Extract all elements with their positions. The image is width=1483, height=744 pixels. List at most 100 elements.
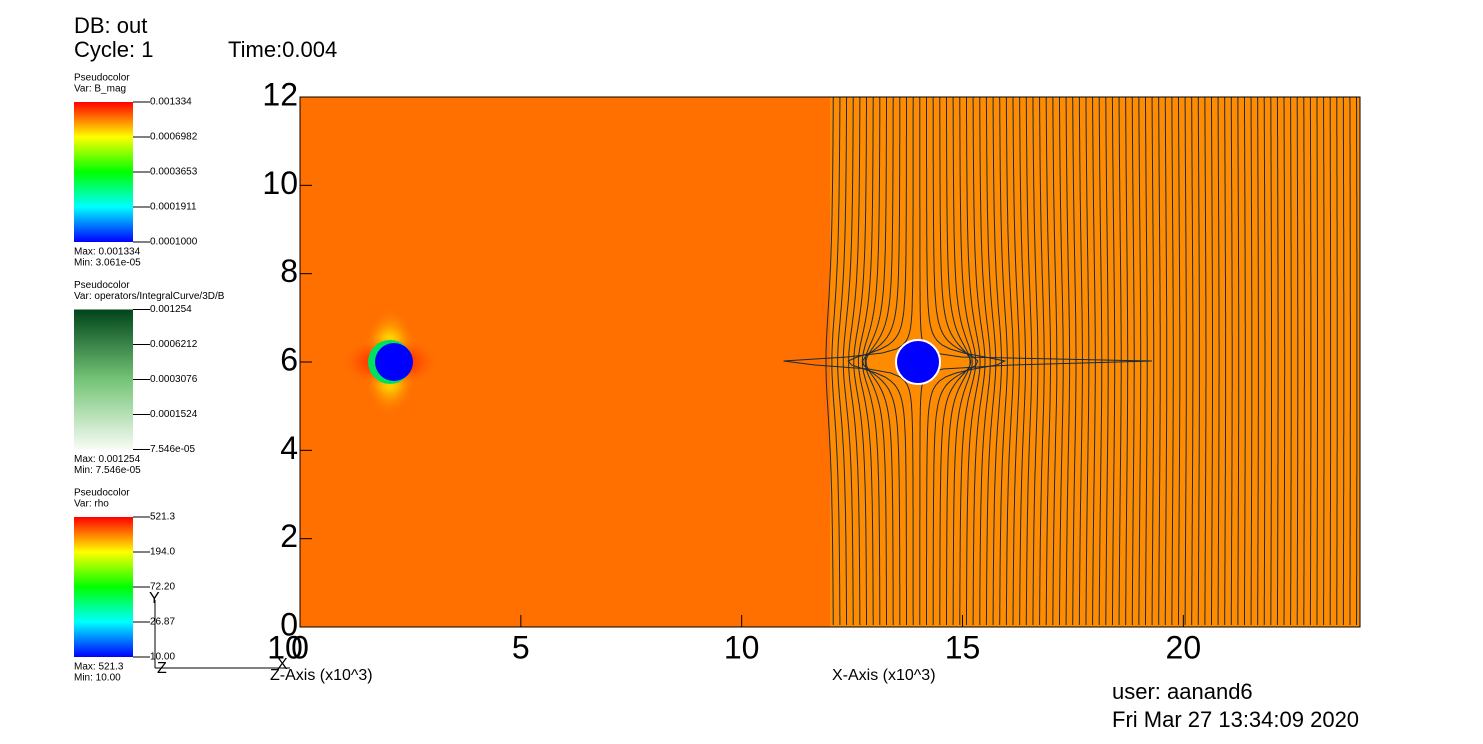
streamline	[1184, 97, 1187, 625]
colorbar-label: 0.0001000	[150, 237, 198, 248]
colorbar-label: 0.0001524	[150, 409, 198, 420]
y-tick-label: 12	[262, 76, 298, 112]
streamline	[972, 97, 986, 625]
streamline	[1263, 97, 1266, 626]
streamline	[842, 97, 854, 625]
z-tick-label: 10	[267, 629, 303, 665]
streamline	[1224, 97, 1227, 625]
streamline	[1039, 97, 1045, 625]
streamline	[1025, 97, 1033, 625]
streamline	[853, 97, 867, 625]
streamline	[1085, 97, 1090, 625]
legend-var: Var: B_mag	[74, 84, 126, 95]
streamline	[862, 97, 901, 625]
streamline	[992, 97, 1002, 625]
colorbar-label: 26.87	[150, 617, 175, 628]
streamline	[1323, 97, 1325, 625]
streamline	[1158, 97, 1161, 625]
legend-max: Max: 521.3	[74, 662, 124, 673]
colorbar-label: 521.3	[150, 512, 175, 523]
x-tick-label: 15	[945, 629, 981, 665]
streamline	[1118, 97, 1122, 626]
streamline	[865, 97, 894, 625]
streamline	[926, 97, 1007, 625]
colorbar-label: 0.001334	[150, 97, 192, 108]
streamline	[1005, 97, 1014, 625]
streamline	[1270, 97, 1272, 625]
streamline	[1059, 97, 1064, 625]
streamline	[1303, 97, 1305, 625]
streamline	[965, 97, 981, 625]
streamline	[985, 97, 997, 625]
x-tick-label: 0	[291, 629, 309, 665]
y-tick-label: 6	[280, 341, 298, 377]
streamline	[1191, 97, 1194, 625]
streamline	[1072, 97, 1077, 625]
streamline	[1250, 97, 1253, 625]
colorbar-label: 7.546e-05	[150, 444, 195, 455]
x-tick-label: 20	[1166, 629, 1202, 665]
colorbar-label: 10.00	[150, 652, 175, 663]
x-axis-label: X-Axis (x10^3)	[832, 667, 936, 684]
streamline	[1111, 97, 1116, 626]
legend-title: Pseudocolor	[74, 73, 130, 84]
triad-y: Y	[149, 590, 160, 607]
streamline	[952, 97, 973, 625]
streamline	[1045, 97, 1051, 625]
streamline	[1243, 97, 1246, 625]
streamline	[1237, 97, 1240, 625]
legend-var: Var: operators/IntegralCurve/3D/B	[74, 291, 225, 302]
triad-z: Z	[157, 660, 167, 677]
streamline	[831, 97, 841, 625]
streamline	[1257, 97, 1259, 626]
x-tick-label: 5	[512, 629, 530, 665]
streamline	[1296, 97, 1299, 625]
streamline	[1316, 97, 1318, 625]
streamline	[1171, 97, 1174, 625]
streamline	[919, 97, 1153, 625]
date-label: Fri Mar 27 13:34:09 2020	[1112, 707, 1359, 732]
streamline	[1151, 97, 1155, 625]
z-axis-label: Z-Axis (x10^3)	[270, 667, 373, 684]
x-tick-label: 10	[724, 629, 760, 665]
streamline	[939, 97, 972, 625]
streamline	[1276, 97, 1279, 625]
streamline	[1342, 97, 1345, 625]
streamline	[857, 97, 874, 625]
streamline	[1145, 97, 1148, 625]
streamline	[932, 97, 979, 626]
triad-x: X	[277, 656, 288, 673]
colorbar-label: 194.0	[150, 547, 175, 558]
streamline	[979, 97, 991, 625]
colorbar-label: 0.0006212	[150, 339, 198, 350]
streamline	[1125, 97, 1129, 626]
legend-title: Pseudocolor	[74, 280, 130, 291]
streamline	[1105, 97, 1109, 625]
streamline	[999, 97, 1008, 625]
time-label: Time:0.004	[228, 37, 337, 62]
colorbar	[74, 309, 133, 450]
colorbar-label: 0.0003653	[150, 167, 198, 178]
streamline	[1204, 97, 1207, 625]
legend-max: Max: 0.001334	[74, 247, 141, 258]
legend-max: Max: 0.001254	[74, 454, 141, 465]
y-tick-label: 0	[280, 606, 298, 642]
streamline	[847, 97, 907, 625]
colorbar-label: 72.20	[150, 582, 175, 593]
legend-min: Min: 7.546e-05	[74, 465, 141, 476]
obstacle	[895, 339, 941, 385]
streamline	[864, 97, 887, 625]
y-tick-label: 2	[280, 518, 298, 554]
streamline	[1052, 97, 1058, 626]
streamline	[1230, 97, 1233, 625]
colorbar	[74, 517, 133, 657]
streamline	[1164, 97, 1168, 625]
triad: Y Z X	[149, 590, 290, 677]
db-label: DB: out	[74, 13, 147, 38]
colorbar-label: 0.0003076	[150, 374, 198, 385]
streamline	[1349, 97, 1351, 626]
colorbar	[74, 102, 133, 242]
streamline	[1098, 97, 1103, 625]
legend-var: Var: rho	[74, 499, 109, 510]
